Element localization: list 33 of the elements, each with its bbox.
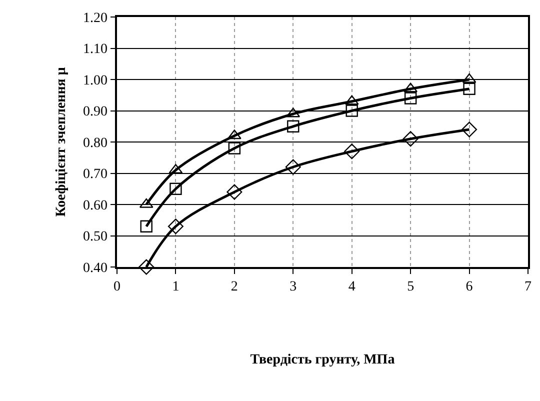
point <box>402 131 418 147</box>
y-tick-label: 1.00 <box>82 73 108 88</box>
y-tick-label: 0.40 <box>82 260 108 276</box>
point <box>138 259 154 275</box>
point <box>285 159 301 175</box>
point <box>346 104 358 117</box>
y-axis-title: Коефіцієнт зчеплення μ <box>54 67 70 217</box>
x-axis-title: Твердість грунту, МПа <box>250 352 395 368</box>
point <box>226 184 242 200</box>
x-tick-label: 4 <box>348 280 356 295</box>
point <box>140 220 152 232</box>
point <box>168 218 184 234</box>
y-tick-label: 0.70 <box>82 167 108 182</box>
y-tick-label: 0.90 <box>82 104 108 120</box>
x-tick-label: 2 <box>230 280 238 295</box>
point <box>463 82 476 95</box>
x-tick-label: 1 <box>172 280 180 295</box>
x-tick-label: 0 <box>114 280 120 295</box>
x-tick-label: 5 <box>407 280 414 295</box>
point <box>287 120 300 132</box>
point <box>344 144 360 160</box>
x-tick-label: 7 <box>524 280 532 295</box>
y-tick-label: 0.60 <box>82 198 108 214</box>
x-tick-label: 3 <box>290 280 297 295</box>
point <box>404 92 417 104</box>
y-tick-label: 0.80 <box>82 136 108 151</box>
x-tick-label: 6 <box>466 280 473 295</box>
y-tick-label: 1.20 <box>82 10 108 26</box>
y-tick-label: 0.50 <box>82 230 108 245</box>
point <box>170 182 182 195</box>
point <box>228 142 241 154</box>
y-tick-label: 1.10 <box>82 42 108 58</box>
point <box>462 122 478 138</box>
